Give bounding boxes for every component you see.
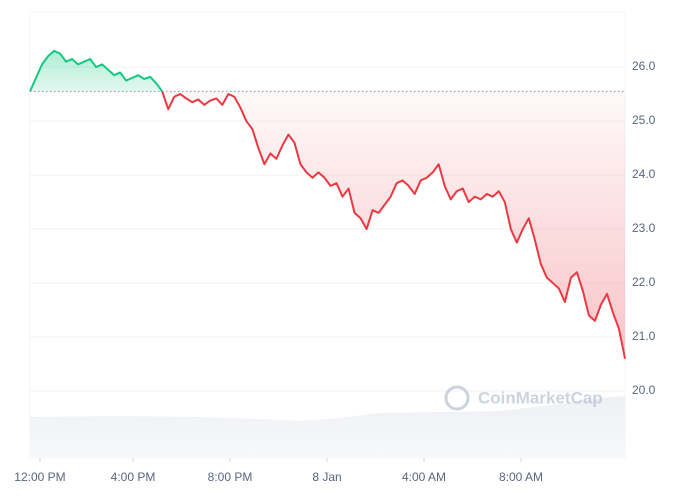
x-tick-label: 8:00 AM xyxy=(499,470,543,484)
y-tick-label: 20.0 xyxy=(632,383,656,397)
price-area xyxy=(30,50,625,359)
x-tick-label: 12:00 PM xyxy=(14,470,65,484)
price-line xyxy=(29,49,626,359)
y-tick-label: 24.0 xyxy=(632,167,656,181)
volume-area xyxy=(30,396,625,458)
x-tick-label: 4:00 AM xyxy=(402,470,446,484)
y-tick-label: 25.0 xyxy=(632,113,656,127)
x-tick-label: 8:00 PM xyxy=(208,470,253,484)
watermark: CoinMarketCap xyxy=(444,385,603,411)
y-tick-label: 22.0 xyxy=(632,275,656,289)
y-tick-label: 21.0 xyxy=(632,329,656,343)
y-tick-label: 26.0 xyxy=(632,59,656,73)
axes: 20.0 21.0 22.0 23.0 24.0 25.0 26.0 12:00 PM 4:00… xyxy=(14,59,655,484)
x-tick-label: 8 Jan xyxy=(312,470,341,484)
series xyxy=(29,49,626,359)
x-tick-label: 4:00 PM xyxy=(111,470,156,484)
watermark-logo xyxy=(444,385,470,411)
y-tick-label: 23.0 xyxy=(632,221,656,235)
watermark-text: CoinMarketCap xyxy=(478,388,603,407)
